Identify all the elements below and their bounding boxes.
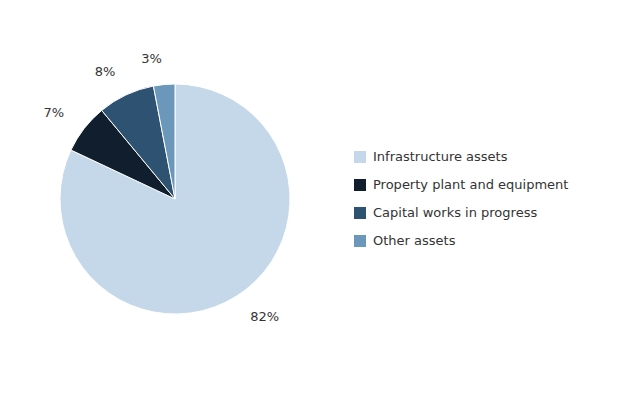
legend-item: Other assets [354, 233, 456, 248]
legend-item: Infrastructure assets [354, 149, 508, 164]
pie: 82% 7% 8% 3% [44, 51, 290, 324]
pie-slice [60, 84, 290, 314]
data-label: 8% [95, 64, 116, 79]
legend-swatch [354, 207, 366, 219]
data-label: 7% [44, 105, 65, 120]
legend-swatch [354, 179, 366, 191]
legend: Infrastructure assets Property plant and … [354, 149, 568, 248]
legend-item: Property plant and equipment [354, 177, 568, 192]
legend-swatch [354, 235, 366, 247]
chart: 82% 7% 8% 3% Infrastructure assets Property p… [0, 0, 632, 398]
legend-item: Capital works in progress [354, 205, 537, 220]
legend-label: Infrastructure assets [373, 149, 508, 164]
legend-label: Other assets [373, 233, 456, 248]
data-label: 3% [141, 51, 162, 66]
pie-slice [153, 84, 175, 199]
legend-label: Property plant and equipment [373, 177, 568, 192]
legend-label: Capital works in progress [373, 205, 537, 220]
chart-container: 82% 7% 8% 3% Infrastructure assets Property p… [0, 0, 632, 398]
data-label: 82% [250, 309, 279, 324]
legend-swatch [354, 151, 366, 163]
